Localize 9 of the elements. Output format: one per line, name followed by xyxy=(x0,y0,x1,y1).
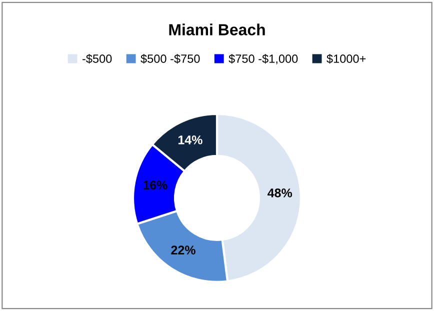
legend-label: $1000+ xyxy=(326,54,366,64)
data-label: 14% xyxy=(178,136,202,144)
data-label: 48% xyxy=(268,188,292,198)
data-label: 22% xyxy=(171,246,196,254)
chart-title: Miami Beach xyxy=(169,24,265,36)
legend-label: -$500 xyxy=(82,54,112,64)
legend-label: $750 -$1,000 xyxy=(228,54,298,64)
data-label: 16% xyxy=(143,180,168,190)
legend-label: $500 -$750 xyxy=(140,54,200,64)
